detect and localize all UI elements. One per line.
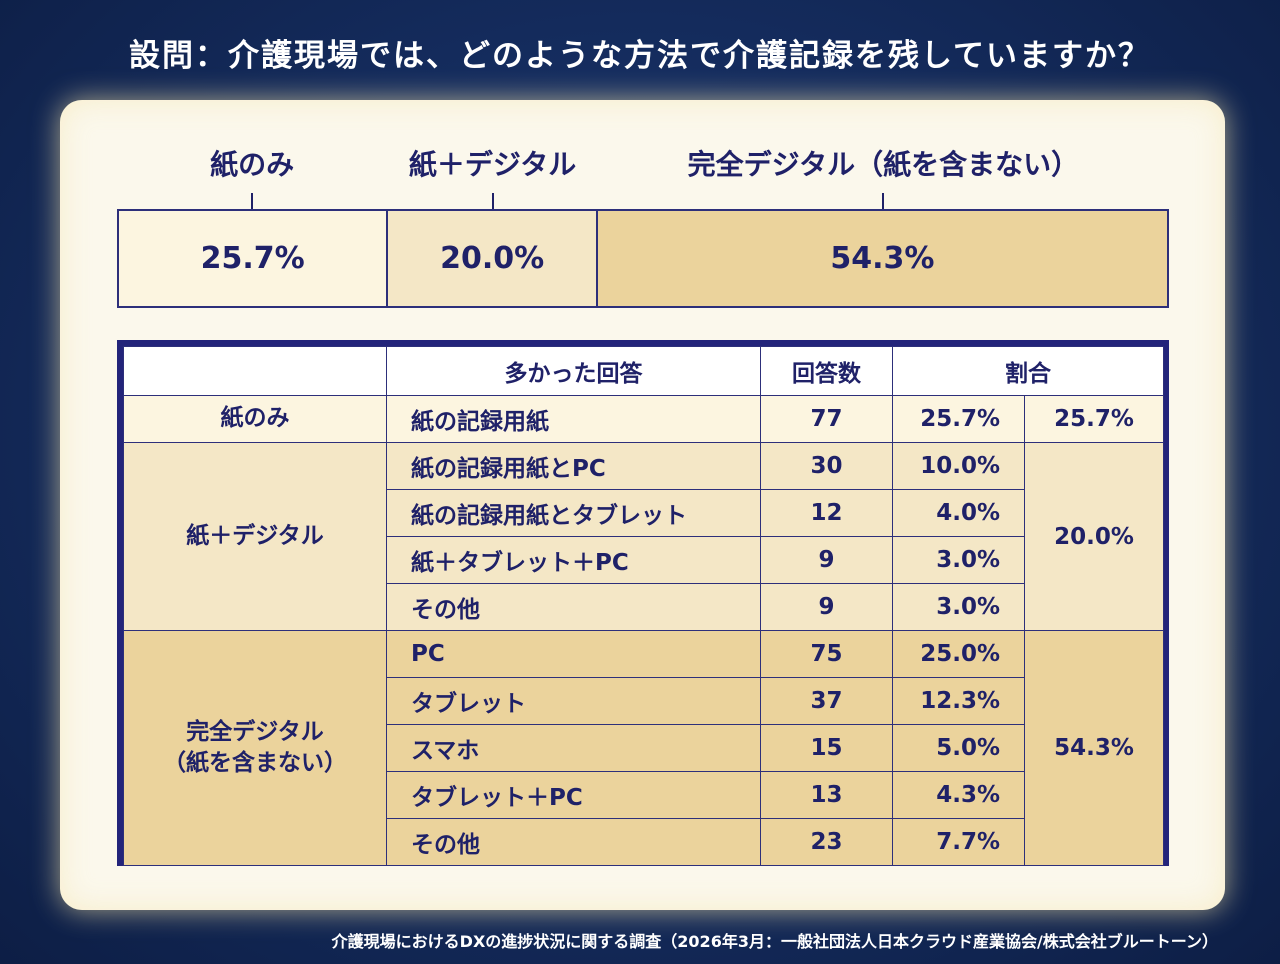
section-total-cell: 20.0% bbox=[1024, 442, 1164, 631]
section-label-line: （紙を含まない） bbox=[163, 750, 347, 776]
pct-cell: 7.7% bbox=[892, 818, 1025, 866]
pct-cell: 3.0% bbox=[892, 583, 1025, 631]
section-label-line: 紙のみ bbox=[220, 405, 290, 432]
count-cell: 12 bbox=[760, 489, 893, 537]
pct-cell: 5.0% bbox=[892, 724, 1025, 772]
segment-label-1: 紙のみ bbox=[210, 148, 295, 181]
section-total-cell: 25.7% bbox=[1024, 395, 1164, 443]
answer-cell: PC bbox=[386, 630, 761, 678]
answer-cell: 紙の記録用紙 bbox=[386, 395, 761, 443]
table-row: タブレット＋PC 13 4.3% bbox=[123, 771, 1164, 819]
section-label-cell: 紙＋デジタル bbox=[123, 442, 387, 631]
page-title: 設問：介護現場では、どのような方法で介護記録を残していますか？ bbox=[128, 38, 1152, 74]
answer-cell: 紙＋タブレット＋PC bbox=[386, 536, 761, 584]
count-cell: 15 bbox=[760, 724, 893, 772]
table-row: 紙のみ 紙の記録用紙 77 25.7% 25.7% bbox=[123, 395, 1164, 443]
count-cell: 9 bbox=[760, 583, 893, 631]
pct-cell: 3.0% bbox=[892, 536, 1025, 584]
section-label-line: 完全デジタル bbox=[186, 718, 324, 745]
count-cell: 13 bbox=[760, 771, 893, 819]
source-note: 介護現場におけるDXの進捗状況に関する調査（2026年3月：一般社団法人日本クラ… bbox=[331, 932, 1218, 951]
breakdown-table-wrap: 多かった回答 回答数 割合 紙のみ 紙の記録用紙 77 25.7% 25.7% 紙＋デジタ… bbox=[117, 340, 1169, 866]
section-label-line: 紙＋デジタル bbox=[186, 522, 324, 549]
table-row: 完全デジタル （紙を含まない） PC 75 25.0% 54.3% bbox=[123, 630, 1164, 866]
answer-cell: その他 bbox=[386, 583, 761, 631]
segment-label-2: 紙＋デジタル bbox=[408, 148, 577, 181]
count-cell: 30 bbox=[760, 442, 893, 490]
pct-cell: 4.3% bbox=[892, 771, 1025, 819]
answer-cell: タブレット bbox=[386, 677, 761, 725]
header-empty-cell bbox=[123, 346, 387, 396]
bar-segment-2: 20.0% bbox=[388, 211, 598, 306]
header-answer: 多かった回答 bbox=[386, 346, 761, 396]
count-cell: 77 bbox=[760, 395, 893, 443]
pct-cell: 25.0% bbox=[892, 630, 1025, 678]
section-total-cell: 54.3% bbox=[1024, 630, 1164, 866]
pct-cell: 4.0% bbox=[892, 489, 1025, 537]
segment-label-3: 完全デジタル（紙を含まない） bbox=[687, 148, 1080, 181]
answer-cell: その他 bbox=[386, 818, 761, 866]
section-label-cell: 紙のみ bbox=[123, 395, 387, 443]
header-count: 回答数 bbox=[760, 346, 893, 396]
answer-cell: スマホ bbox=[386, 724, 761, 772]
table-row: 紙＋デジタル 紙の記録用紙とPC 30 10.0% 20.0% bbox=[123, 442, 1164, 631]
pct-cell: 12.3% bbox=[892, 677, 1025, 725]
table-row: タブレット 37 12.3% bbox=[123, 677, 1164, 725]
header-ratio: 割合 bbox=[892, 346, 1164, 396]
answer-cell: 紙の記録用紙とPC bbox=[386, 442, 761, 490]
section-label-cell: 完全デジタル （紙を含まない） bbox=[123, 630, 387, 866]
count-cell: 75 bbox=[760, 630, 893, 678]
count-cell: 23 bbox=[760, 818, 893, 866]
bar-segment-1: 25.7% bbox=[119, 211, 389, 306]
pct-cell: 25.7% bbox=[892, 395, 1025, 443]
pct-cell: 10.0% bbox=[892, 442, 1025, 490]
count-cell: 9 bbox=[760, 536, 893, 584]
answer-cell: タブレット＋PC bbox=[386, 771, 761, 819]
answer-cell: 紙の記録用紙とタブレット bbox=[386, 489, 761, 537]
breakdown-table: 多かった回答 回答数 割合 紙のみ 紙の記録用紙 77 25.7% 25.7% 紙＋デジタ… bbox=[123, 346, 1164, 866]
bar-segment-3: 54.3% bbox=[597, 211, 1167, 306]
table-body: 紙のみ 紙の記録用紙 77 25.7% 25.7% 紙＋デジタル 紙の記録用紙とPC 30 10… bbox=[123, 395, 1164, 866]
count-cell: 37 bbox=[760, 677, 893, 725]
table-header-row: 多かった回答 回答数 割合 bbox=[123, 346, 1164, 396]
stacked-bar: 25.7% 20.0% 54.3% bbox=[117, 209, 1169, 308]
